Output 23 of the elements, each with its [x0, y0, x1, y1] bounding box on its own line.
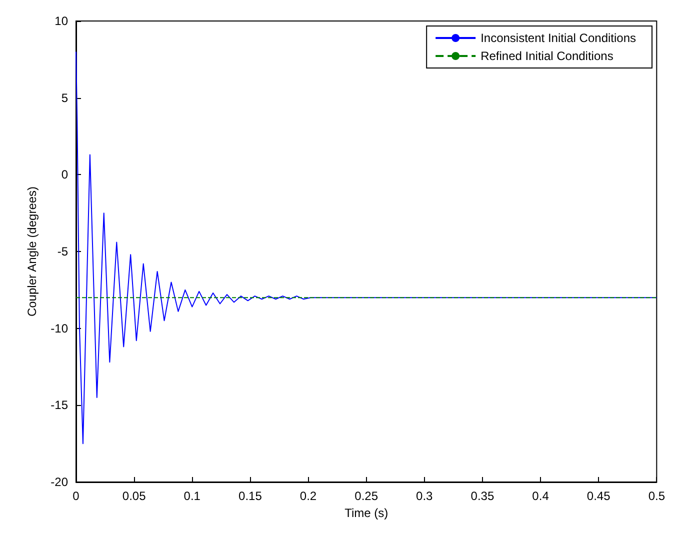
x-tick-label: 0.4 [532, 489, 550, 503]
x-tick-label: 0.35 [470, 489, 494, 503]
x-tick-label: 0.05 [122, 489, 146, 503]
x-tick-label: 0.2 [300, 489, 317, 503]
y-tick-label: -15 [50, 398, 68, 412]
x-tick-label: 0 [72, 489, 80, 503]
x-axis-title: Time (s) [344, 506, 388, 520]
y-tick-label: -20 [50, 475, 68, 489]
x-tick-label: 0.25 [354, 489, 378, 503]
y-axis-title: Coupler Angle (degrees) [25, 186, 39, 317]
y-tick-label: 0 [61, 168, 68, 182]
x-tick-label: 0.3 [416, 489, 434, 503]
line-series [76, 51, 658, 444]
x-tick-label: 0.45 [586, 489, 611, 503]
y-tick-label: -5 [57, 244, 68, 258]
x-tick-label: 0.1 [184, 489, 201, 503]
y-tick-label: 10 [54, 14, 68, 28]
x-tick-label: 0.5 [648, 489, 666, 503]
legend-label: Refined Initial Conditions [480, 49, 614, 63]
x-tick-label: 0.15 [238, 489, 262, 503]
y-tick-label: 5 [61, 90, 68, 105]
y-tick-label: -10 [50, 321, 68, 336]
legend-label: Inconsistent Initial Conditions [480, 31, 636, 45]
